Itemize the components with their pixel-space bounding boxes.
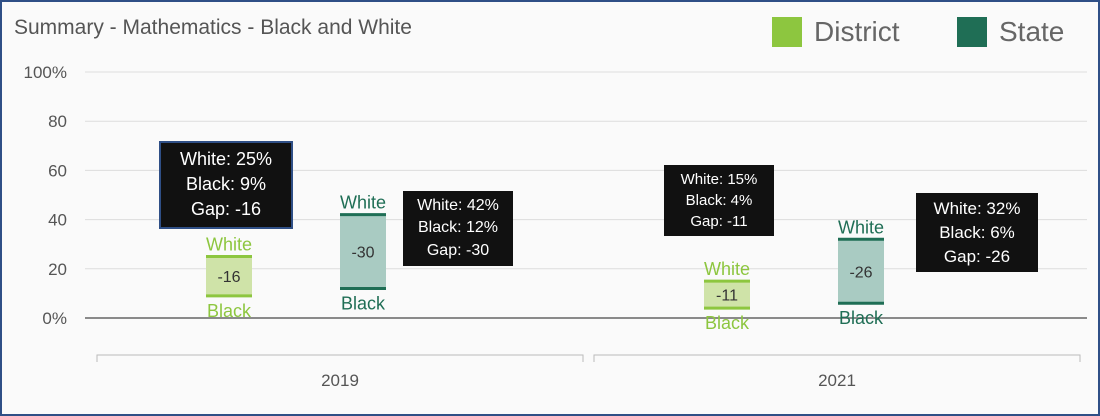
tooltip-gap: Gap: -11 — [690, 213, 748, 230]
gap-label: -16 — [217, 269, 240, 286]
category-bracket — [96, 354, 584, 362]
legend-swatch-district — [772, 17, 802, 47]
tooltip-black: Black: 6% — [939, 222, 1015, 242]
y-tick-label: 80 — [48, 112, 67, 131]
white-label: White — [838, 217, 884, 237]
y-tick-label: 0% — [42, 309, 67, 328]
legend-swatch-state — [957, 17, 987, 47]
tooltip-district-2019: White: 25% Black: 9% Gap: -16 — [159, 141, 293, 229]
legend-item-district[interactable]: District — [772, 16, 900, 48]
y-tick-label: 100% — [24, 63, 67, 82]
chart-title: Summary - Mathematics - Black and White — [14, 16, 412, 39]
tooltip-district-2021: White: 15% Black: 4% Gap: -11 — [664, 165, 774, 236]
y-tick-label: 20 — [48, 260, 67, 279]
white-label: White — [206, 235, 252, 255]
tooltip-gap: Gap: -30 — [426, 241, 490, 259]
legend-label-district: District — [814, 16, 900, 47]
tooltip-white: White: 15% — [680, 171, 758, 188]
x-tick-label: 2021 — [818, 371, 856, 390]
tooltip-black: Black: 12% — [417, 219, 499, 237]
tooltip-gap: Gap: -16 — [190, 199, 262, 220]
black-label: Black — [341, 293, 386, 313]
tooltip-gap: Gap: -26 — [943, 246, 1011, 266]
x-tick-label: 2019 — [321, 371, 359, 390]
tooltip-black: Black: 4% — [685, 192, 753, 209]
tooltip-black: Black: 9% — [185, 174, 267, 195]
gap-label: -11 — [716, 288, 738, 305]
gap-label: -26 — [849, 264, 872, 281]
black-label: Black — [705, 313, 750, 333]
y-tick-label: 60 — [48, 161, 67, 180]
category-bracket — [593, 354, 1081, 362]
white-label: White — [704, 259, 750, 279]
y-tick-label: 40 — [48, 211, 67, 230]
range-bar — [838, 239, 884, 304]
range-bar — [340, 214, 386, 289]
tooltip-white: White: 25% — [179, 149, 273, 169]
black-label: Black — [207, 301, 252, 321]
tooltip-state-2021: White: 32% Black: 6% Gap: -26 — [916, 193, 1038, 273]
tooltip-white: White: 42% — [417, 197, 499, 214]
range-bar — [704, 281, 750, 309]
tooltip-state-2019: White: 42% Black: 12% Gap: -30 — [403, 191, 513, 267]
black-label: Black — [839, 308, 884, 328]
legend-label-state: State — [999, 16, 1065, 47]
legend-item-state[interactable]: State — [957, 16, 1064, 48]
white-label: White — [340, 193, 386, 213]
tooltip-white: White: 32% — [933, 199, 1021, 218]
range-bar — [206, 256, 252, 296]
gap-label: -30 — [351, 245, 374, 262]
